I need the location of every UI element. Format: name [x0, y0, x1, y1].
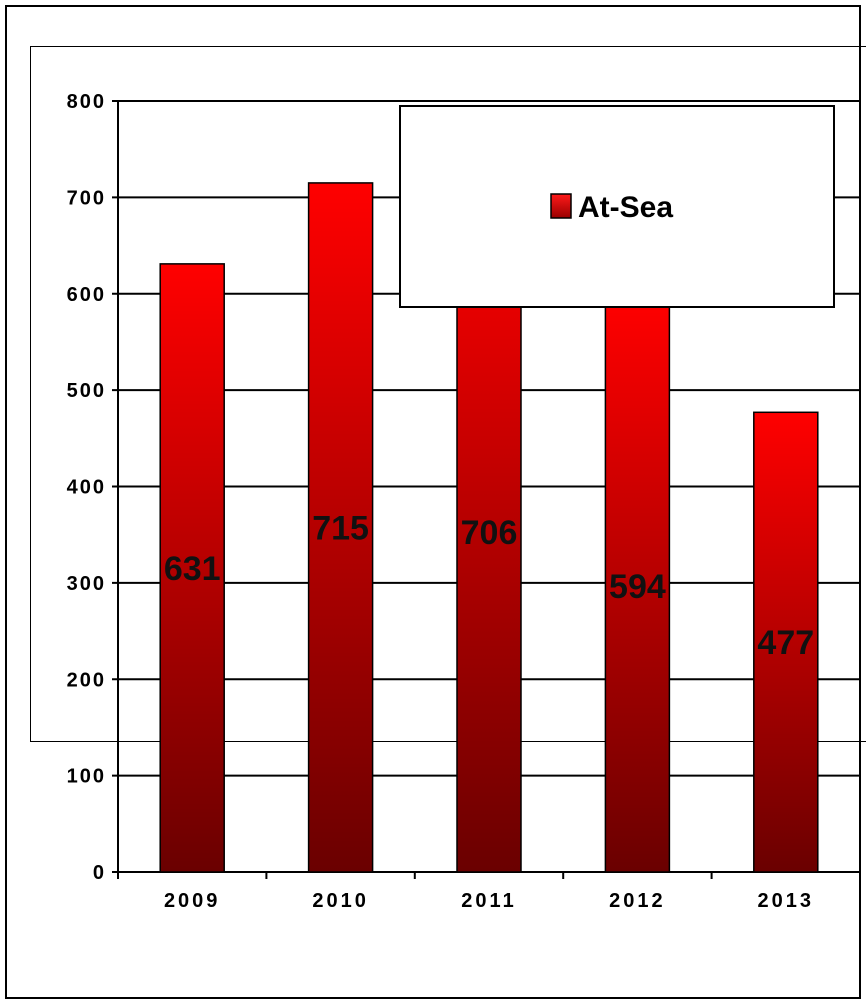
x-tick-label-2011: 2011	[461, 890, 516, 912]
data-label-2009: 631	[164, 550, 221, 588]
data-label-2012: 594	[609, 568, 666, 606]
legend-swatch	[550, 193, 572, 219]
legend-box	[399, 105, 835, 308]
y-tick-label: 500	[67, 380, 106, 402]
data-label-2013: 477	[757, 624, 814, 662]
bar-2013	[753, 411, 819, 873]
y-tick-label: 0	[93, 862, 106, 884]
x-tick-label-2013: 2013	[758, 890, 815, 912]
x-tick-labels: 2009 2010 2011 2012 2013	[164, 890, 815, 912]
legend: At-Sea	[399, 105, 835, 308]
data-label-2011: 706	[461, 514, 518, 552]
plot-frame	[30, 46, 866, 742]
y-tick-label: 600	[67, 284, 106, 306]
x-tick-label-2009: 2009	[164, 890, 221, 912]
y-tick-label: 200	[67, 669, 106, 691]
data-label-2010: 715	[312, 509, 369, 547]
y-tick-label: 300	[67, 573, 106, 595]
legend-label: At-Sea	[578, 191, 673, 224]
y-tick-label: 100	[67, 766, 106, 788]
bar-2010	[307, 182, 374, 873]
bar-2009	[159, 263, 225, 873]
data-labels: 631 715 706 594 477	[164, 509, 814, 662]
y-tick-label: 700	[67, 187, 106, 209]
x-tick-label-2010: 2010	[312, 890, 369, 912]
x-tick-label-2012: 2012	[609, 890, 666, 912]
y-tick-label: 400	[67, 477, 106, 499]
bar-2012	[604, 298, 671, 873]
y-tick-label: 800	[67, 91, 106, 113]
y-tick-labels: 0 100 200 300 400 500 600 700 800	[67, 91, 106, 884]
